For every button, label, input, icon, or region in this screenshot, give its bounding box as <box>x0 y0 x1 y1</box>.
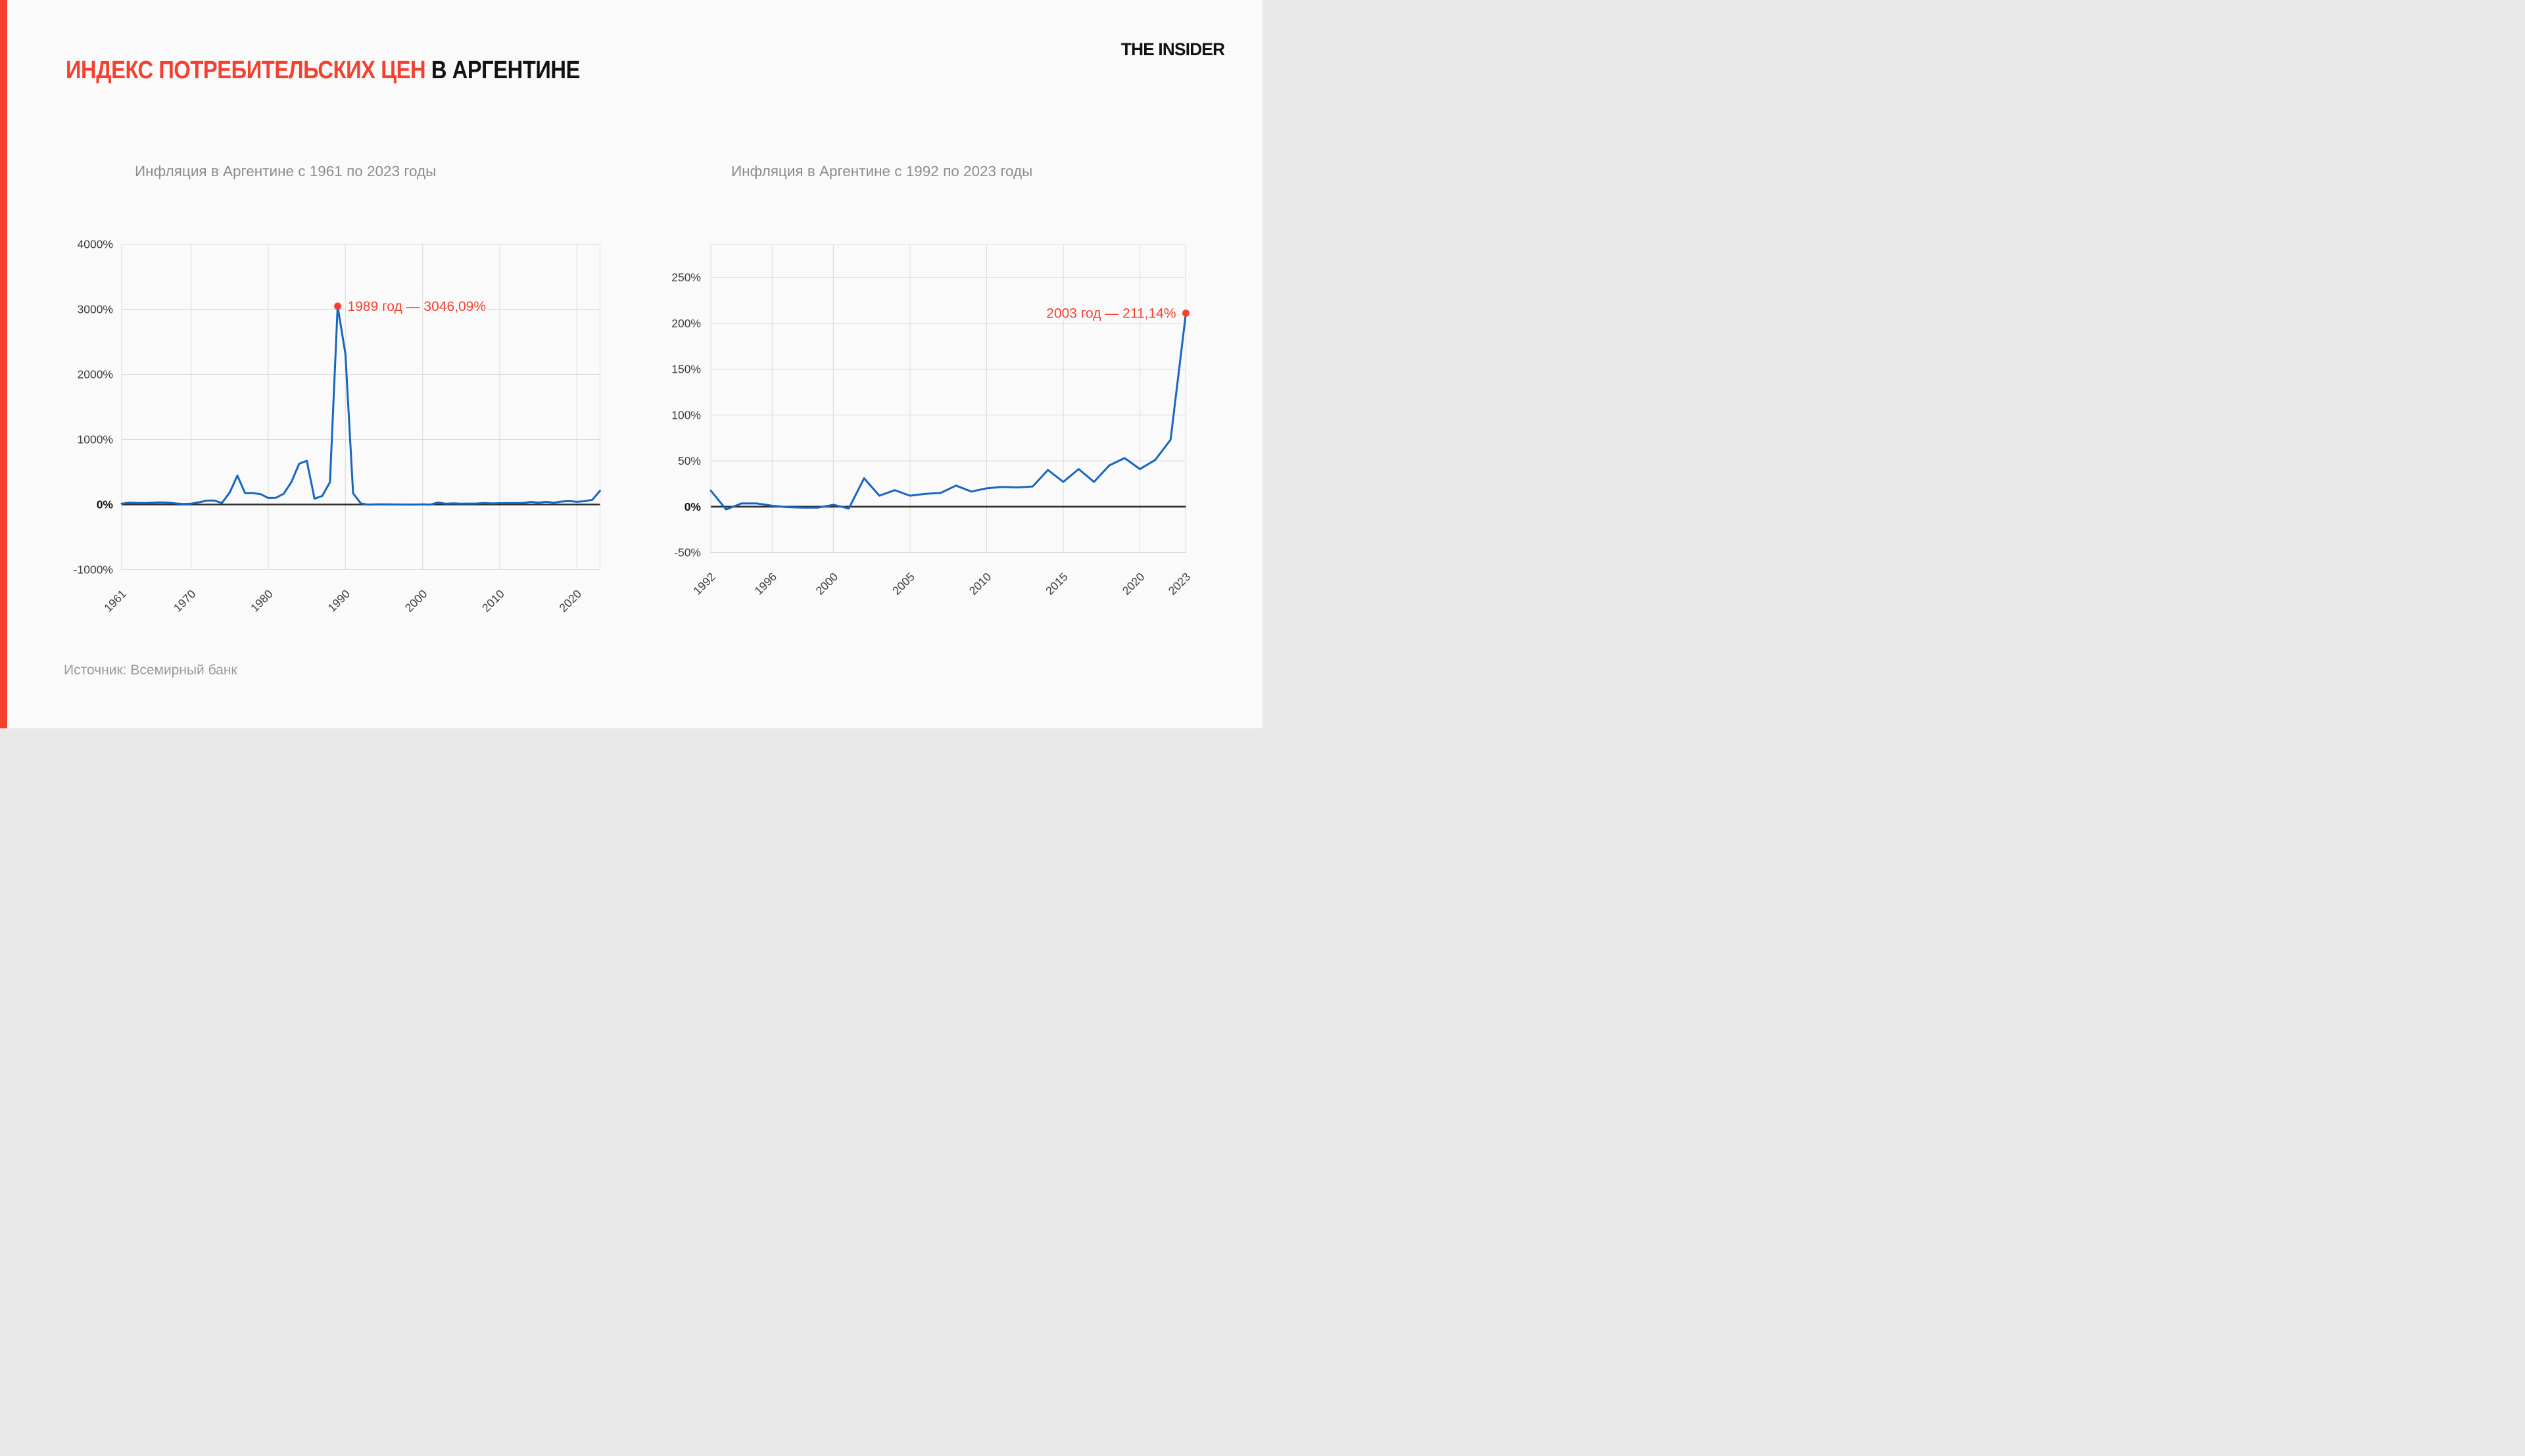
y-tick-label: 4000% <box>78 238 114 251</box>
y-tick-label: 100% <box>671 408 701 421</box>
chart-1992-2023: 1992 1996 2000 2005 2010 2015 2020 2023 250% 200%… <box>671 244 1193 598</box>
page-title-red: ИНДЕКС ПОТРЕБИТЕЛЬСКИХ ЦЕН <box>66 57 426 84</box>
y-tick-label: 250% <box>671 271 701 284</box>
x-tick-label: 1961 <box>101 587 129 615</box>
x-tick-label: 1992 <box>690 570 718 598</box>
inflation-charts: 1961 1970 1980 1990 2000 2010 2020 4000% 3000% 20… <box>74 238 1193 615</box>
inflation-line <box>120 305 601 506</box>
x-tick-label: 2000 <box>402 587 430 615</box>
infographic-canvas: ИНДЕКС ПОТРЕБИТЕЛЬСКИХ ЦЕН В АРГЕНТИНЕ T… <box>0 0 1262 728</box>
page-title: ИНДЕКС ПОТРЕБИТЕЛЬСКИХ ЦЕН В АРГЕНТИНЕ <box>66 57 580 85</box>
x-tick-label: 2010 <box>967 570 994 598</box>
x-tick-label: 2010 <box>479 587 507 615</box>
y-tick-label: 200% <box>671 317 701 330</box>
y-tick-label: -50% <box>674 546 701 559</box>
y-tick-label: 50% <box>678 454 701 467</box>
the-insider-logo: THE INSIDER <box>1120 39 1225 59</box>
source-note: Источник: Всемирный банк <box>64 663 237 678</box>
chart-subtitle-1992: Инфляция в Аргентине с 1992 по 2023 годы <box>731 163 1033 179</box>
y-tick-label: 3000% <box>78 303 114 316</box>
annotation-label: 1989 год — 3046,09% <box>348 299 486 314</box>
annotation-label: 2003 год — 211,14% <box>1046 306 1176 321</box>
annotation-dot <box>1182 309 1190 317</box>
y-tick-label: 0% <box>685 500 702 513</box>
x-tick-label: 2023 <box>1166 570 1193 598</box>
annotation-dot <box>334 302 342 310</box>
page-title-black: В АРГЕНТИНЕ <box>431 57 581 84</box>
chart-subtitle-1961: Инфляция в Аргентине с 1961 по 2023 годы <box>135 163 437 179</box>
x-tick-label: 2015 <box>1043 570 1070 598</box>
x-tick-label: 1970 <box>171 587 199 615</box>
inflation-line <box>709 312 1187 511</box>
y-tick-label: 2000% <box>78 368 114 381</box>
y-tick-label: 150% <box>671 363 701 376</box>
y-tick-label: 0% <box>97 498 114 511</box>
chart-1961-2023: 1961 1970 1980 1990 2000 2010 2020 4000% 3000% 20… <box>74 238 601 615</box>
x-tick-label: 2005 <box>890 570 917 598</box>
y-tick-label: -1000% <box>74 563 113 576</box>
x-tick-label: 1996 <box>752 570 779 598</box>
x-tick-label: 2020 <box>556 587 584 615</box>
accent-bar <box>0 0 7 728</box>
x-tick-label: 2020 <box>1120 570 1147 598</box>
y-tick-label: 1000% <box>78 433 114 446</box>
x-tick-label: 1980 <box>248 587 276 615</box>
x-tick-label: 2000 <box>813 570 841 598</box>
x-tick-label: 1990 <box>325 587 352 615</box>
plot-border <box>121 244 600 570</box>
